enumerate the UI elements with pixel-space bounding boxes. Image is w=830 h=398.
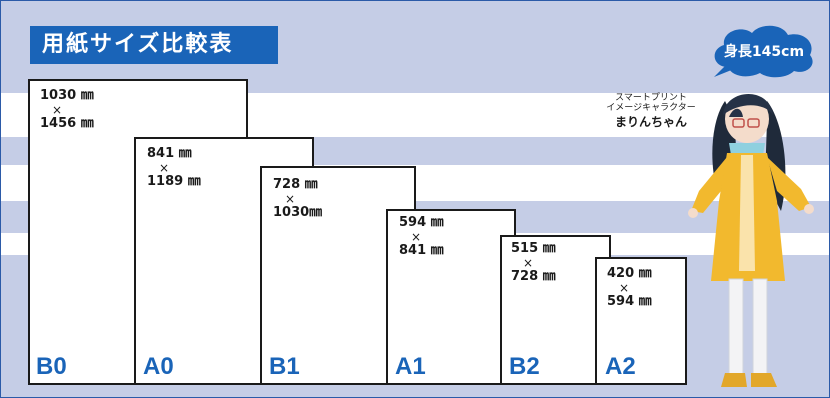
times-sign: × [159, 161, 170, 175]
paper-width: 594 ㎜ [399, 215, 444, 230]
times-sign: × [52, 103, 63, 117]
paper-a2-dimensions: 420 ㎜ × 594 ㎜ [607, 267, 652, 309]
paper-a0-label: A0 [143, 353, 174, 380]
paper-b2-label: B2 [509, 353, 540, 380]
paper-height: 1189 ㎜ [147, 174, 201, 189]
paper-height: 1030㎜ [273, 205, 323, 220]
character-caption-line2: イメージキャラクター [606, 103, 696, 113]
times-sign: × [411, 230, 422, 244]
times-sign: × [285, 192, 296, 206]
paper-height: 1456 ㎜ [40, 116, 94, 131]
paper-a0-dimensions: 841 ㎜ × 1189 ㎜ [147, 147, 201, 189]
paper-width: 1030 ㎜ [40, 88, 94, 103]
paper-width: 841 ㎜ [147, 146, 192, 161]
character-name: まりんちゃん [614, 115, 687, 129]
paper-width: 515 ㎜ [511, 241, 556, 256]
paper-a1-label: A1 [395, 353, 426, 380]
paper-b0-dimensions: 1030 ㎜ × 1456 ㎜ [40, 89, 94, 131]
paper-a2-label: A2 [605, 353, 636, 380]
paper-b1-dimensions: 728 ㎜ × 1030㎜ [273, 178, 322, 220]
paper-a1 [386, 209, 516, 385]
paper-b2 [500, 235, 611, 385]
speech-cloud-icon [714, 25, 813, 78]
height-badge: 身長145cm [723, 44, 805, 60]
paper-b2-dimensions: 515 ㎜ × 728 ㎜ [511, 242, 556, 284]
paper-width: 728 ㎜ [273, 177, 318, 192]
paper-height: 841 ㎜ [399, 243, 444, 258]
paper-a2 [595, 257, 687, 385]
character-caption-line1: スマートプリント [615, 93, 687, 103]
paper-height: 728 ㎜ [511, 269, 556, 284]
paper-width: 420 ㎜ [607, 266, 652, 281]
paper-b1-label: B1 [269, 353, 300, 380]
times-sign: × [619, 281, 630, 295]
times-sign: × [523, 256, 534, 270]
mascot-figure-icon [688, 93, 814, 387]
paper-a1-dimensions: 594 ㎜ × 841 ㎜ [399, 216, 444, 258]
paper-b0-label: B0 [36, 353, 67, 380]
page-title: 用紙サイズ比較表 [30, 26, 278, 64]
paper-height: 594 ㎜ [607, 294, 652, 309]
